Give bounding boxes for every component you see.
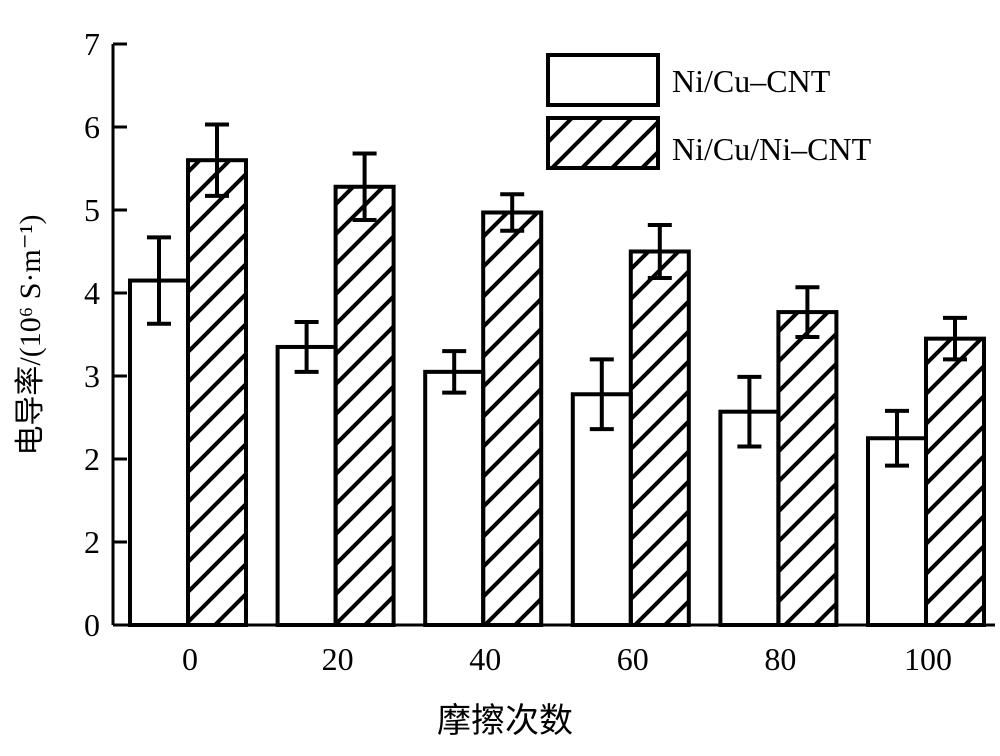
y-tick-label: 7 bbox=[84, 26, 100, 62]
y-axis-title: 电导率/(10⁶ S·m⁻¹) bbox=[14, 214, 47, 455]
y-tick-label: 2 bbox=[84, 441, 100, 477]
bars-layer bbox=[128, 158, 986, 628]
y-tick-label: 4 bbox=[84, 275, 100, 311]
y-tick-label: 2 bbox=[84, 524, 100, 560]
y-ticks-layer: 0 2 2 3 4 5 6 7 bbox=[84, 26, 127, 643]
legend-swatch-ni-cu-ni-cnt bbox=[546, 116, 660, 170]
bar-ni-cu-ni-cnt-100 bbox=[924, 336, 986, 627]
x-tick-label: 80 bbox=[764, 641, 796, 677]
bar-ni-cu-cnt-20 bbox=[275, 344, 338, 627]
x-axis-title: 摩擦次数 bbox=[437, 702, 573, 740]
error-bars-layer bbox=[147, 122, 967, 468]
y-tick-label: 0 bbox=[84, 607, 100, 643]
y-tick-label: 5 bbox=[84, 192, 100, 228]
x-tick-label: 0 bbox=[182, 641, 198, 677]
bar-ni-cu-ni-cnt-0 bbox=[186, 158, 248, 627]
x-tick-label: 100 bbox=[904, 641, 952, 677]
bar-ni-cu-ni-cnt-40 bbox=[481, 210, 544, 628]
bar-ni-cu-cnt-0 bbox=[128, 278, 190, 627]
x-ticks-layer: 0 20 40 60 80 100 bbox=[182, 641, 952, 677]
x-tick-label: 20 bbox=[322, 641, 354, 677]
y-tick-label: 3 bbox=[84, 358, 100, 394]
bar-ni-cu-cnt-40 bbox=[423, 369, 486, 627]
legend-label-ni-cu-cnt: Ni/Cu–CNT bbox=[672, 63, 831, 99]
bar-ni-cu-ni-cnt-20 bbox=[333, 184, 396, 627]
bar-ni-cu-ni-cnt-60 bbox=[628, 249, 691, 627]
x-tick-label: 40 bbox=[469, 641, 501, 677]
bar-ni-cu-ni-cnt-80 bbox=[776, 310, 839, 627]
x-tick-label: 60 bbox=[617, 641, 649, 677]
y-tick-label: 6 bbox=[84, 109, 100, 145]
legend: Ni/Cu–CNT Ni/Cu/Ni–CNT bbox=[546, 53, 872, 170]
legend-label-ni-cu-ni-cnt: Ni/Cu/Ni–CNT bbox=[672, 131, 872, 167]
legend-swatch-ni-cu-cnt bbox=[546, 53, 660, 107]
